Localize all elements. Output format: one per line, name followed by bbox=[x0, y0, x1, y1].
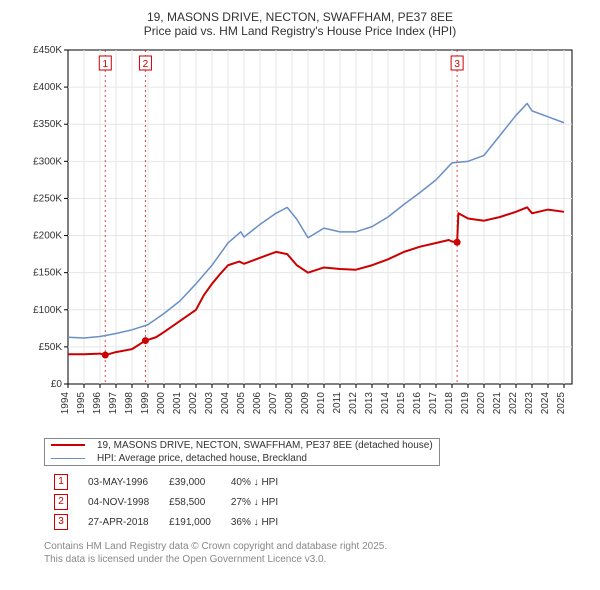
svg-text:£100K: £100K bbox=[33, 305, 62, 316]
event-row: 3 27-APR-2018 £191,000 36% ↓ HPI bbox=[44, 512, 288, 532]
title-line-1: 19, MASONS DRIVE, NECTON, SWAFFHAM, PE37… bbox=[10, 10, 590, 24]
svg-text:2007: 2007 bbox=[268, 392, 279, 415]
legend-row: 19, MASONS DRIVE, NECTON, SWAFFHAM, PE37… bbox=[45, 439, 440, 453]
event-date: 04-NOV-1998 bbox=[78, 492, 159, 512]
chart-svg: £0 £50K £100K £150K £200K £250K £300K £350K £400… bbox=[20, 42, 580, 432]
svg-text:2018: 2018 bbox=[444, 392, 455, 415]
svg-text:2020: 2020 bbox=[476, 392, 487, 415]
svg-text:2009: 2009 bbox=[300, 392, 311, 415]
svg-text:1994: 1994 bbox=[60, 392, 71, 415]
svg-text:1998: 1998 bbox=[124, 392, 135, 415]
title-line-2: Price paid vs. HM Land Registry's House … bbox=[10, 24, 590, 38]
svg-text:2023: 2023 bbox=[524, 392, 535, 415]
event-delta: 27% ↓ HPI bbox=[221, 492, 288, 512]
legend-label: 19, MASONS DRIVE, NECTON, SWAFFHAM, PE37… bbox=[91, 439, 439, 453]
svg-text:2022: 2022 bbox=[508, 392, 519, 415]
svg-text:£300K: £300K bbox=[33, 156, 62, 167]
svg-text:£0: £0 bbox=[51, 379, 63, 390]
svg-text:2016: 2016 bbox=[412, 392, 423, 415]
svg-text:£50K: £50K bbox=[39, 342, 63, 353]
svg-text:1996: 1996 bbox=[92, 392, 103, 415]
event-date: 03-MAY-1996 bbox=[78, 472, 159, 492]
event-price: £191,000 bbox=[159, 512, 221, 532]
svg-text:3: 3 bbox=[454, 59, 460, 70]
svg-text:£200K: £200K bbox=[33, 231, 62, 242]
svg-text:2008: 2008 bbox=[284, 392, 295, 415]
svg-text:2014: 2014 bbox=[380, 392, 391, 415]
svg-text:1995: 1995 bbox=[76, 392, 87, 415]
legend-label: HPI: Average price, detached house, Brec… bbox=[91, 452, 439, 466]
svg-text:1: 1 bbox=[102, 59, 108, 70]
legend-row: HPI: Average price, detached house, Brec… bbox=[45, 452, 440, 466]
svg-text:£400K: £400K bbox=[33, 82, 62, 93]
event-row: 1 03-MAY-1996 £39,000 40% ↓ HPI bbox=[44, 472, 288, 492]
event-price: £58,500 bbox=[159, 492, 221, 512]
svg-text:2021: 2021 bbox=[492, 392, 503, 415]
svg-text:2015: 2015 bbox=[396, 392, 407, 415]
svg-text:2: 2 bbox=[143, 59, 149, 70]
legend-swatch bbox=[51, 458, 85, 460]
event-delta: 36% ↓ HPI bbox=[221, 512, 288, 532]
event-marker: 1 bbox=[54, 474, 68, 490]
event-date: 27-APR-2018 bbox=[78, 512, 159, 532]
svg-text:2017: 2017 bbox=[428, 392, 439, 415]
svg-text:2006: 2006 bbox=[252, 392, 263, 415]
price-chart: £0 £50K £100K £150K £200K £250K £300K £350K £400… bbox=[20, 42, 580, 432]
svg-text:2025: 2025 bbox=[556, 392, 567, 415]
event-marker: 3 bbox=[54, 514, 68, 530]
event-price: £39,000 bbox=[159, 472, 221, 492]
svg-text:2005: 2005 bbox=[236, 392, 247, 415]
event-marker: 2 bbox=[54, 494, 68, 510]
svg-text:2024: 2024 bbox=[540, 392, 551, 415]
svg-text:2010: 2010 bbox=[316, 392, 327, 415]
event-row: 2 04-NOV-1998 £58,500 27% ↓ HPI bbox=[44, 492, 288, 512]
svg-text:2003: 2003 bbox=[204, 392, 215, 415]
svg-text:1997: 1997 bbox=[108, 392, 119, 415]
svg-text:£350K: £350K bbox=[33, 119, 62, 130]
footnote-line-1: Contains HM Land Registry data © Crown c… bbox=[44, 541, 387, 552]
event-delta: 40% ↓ HPI bbox=[221, 472, 288, 492]
svg-text:2004: 2004 bbox=[220, 392, 231, 415]
svg-text:2000: 2000 bbox=[156, 392, 167, 415]
legend: 19, MASONS DRIVE, NECTON, SWAFFHAM, PE37… bbox=[44, 438, 440, 466]
chart-title-block: 19, MASONS DRIVE, NECTON, SWAFFHAM, PE37… bbox=[10, 10, 590, 38]
svg-text:2011: 2011 bbox=[332, 392, 343, 414]
svg-text:£450K: £450K bbox=[33, 45, 62, 56]
svg-text:2001: 2001 bbox=[172, 392, 183, 415]
footnote: Contains HM Land Registry data © Crown c… bbox=[44, 540, 580, 566]
svg-text:£150K: £150K bbox=[33, 268, 62, 279]
svg-text:2012: 2012 bbox=[348, 392, 359, 415]
svg-text:2019: 2019 bbox=[460, 392, 471, 415]
svg-text:2002: 2002 bbox=[188, 392, 199, 415]
events-table: 1 03-MAY-1996 £39,000 40% ↓ HPI 2 04-NOV… bbox=[44, 472, 288, 532]
svg-text:£250K: £250K bbox=[33, 193, 62, 204]
svg-text:1999: 1999 bbox=[140, 392, 151, 415]
svg-text:2013: 2013 bbox=[364, 392, 375, 415]
legend-swatch bbox=[51, 444, 85, 446]
footnote-line-2: This data is licensed under the Open Gov… bbox=[44, 554, 326, 565]
